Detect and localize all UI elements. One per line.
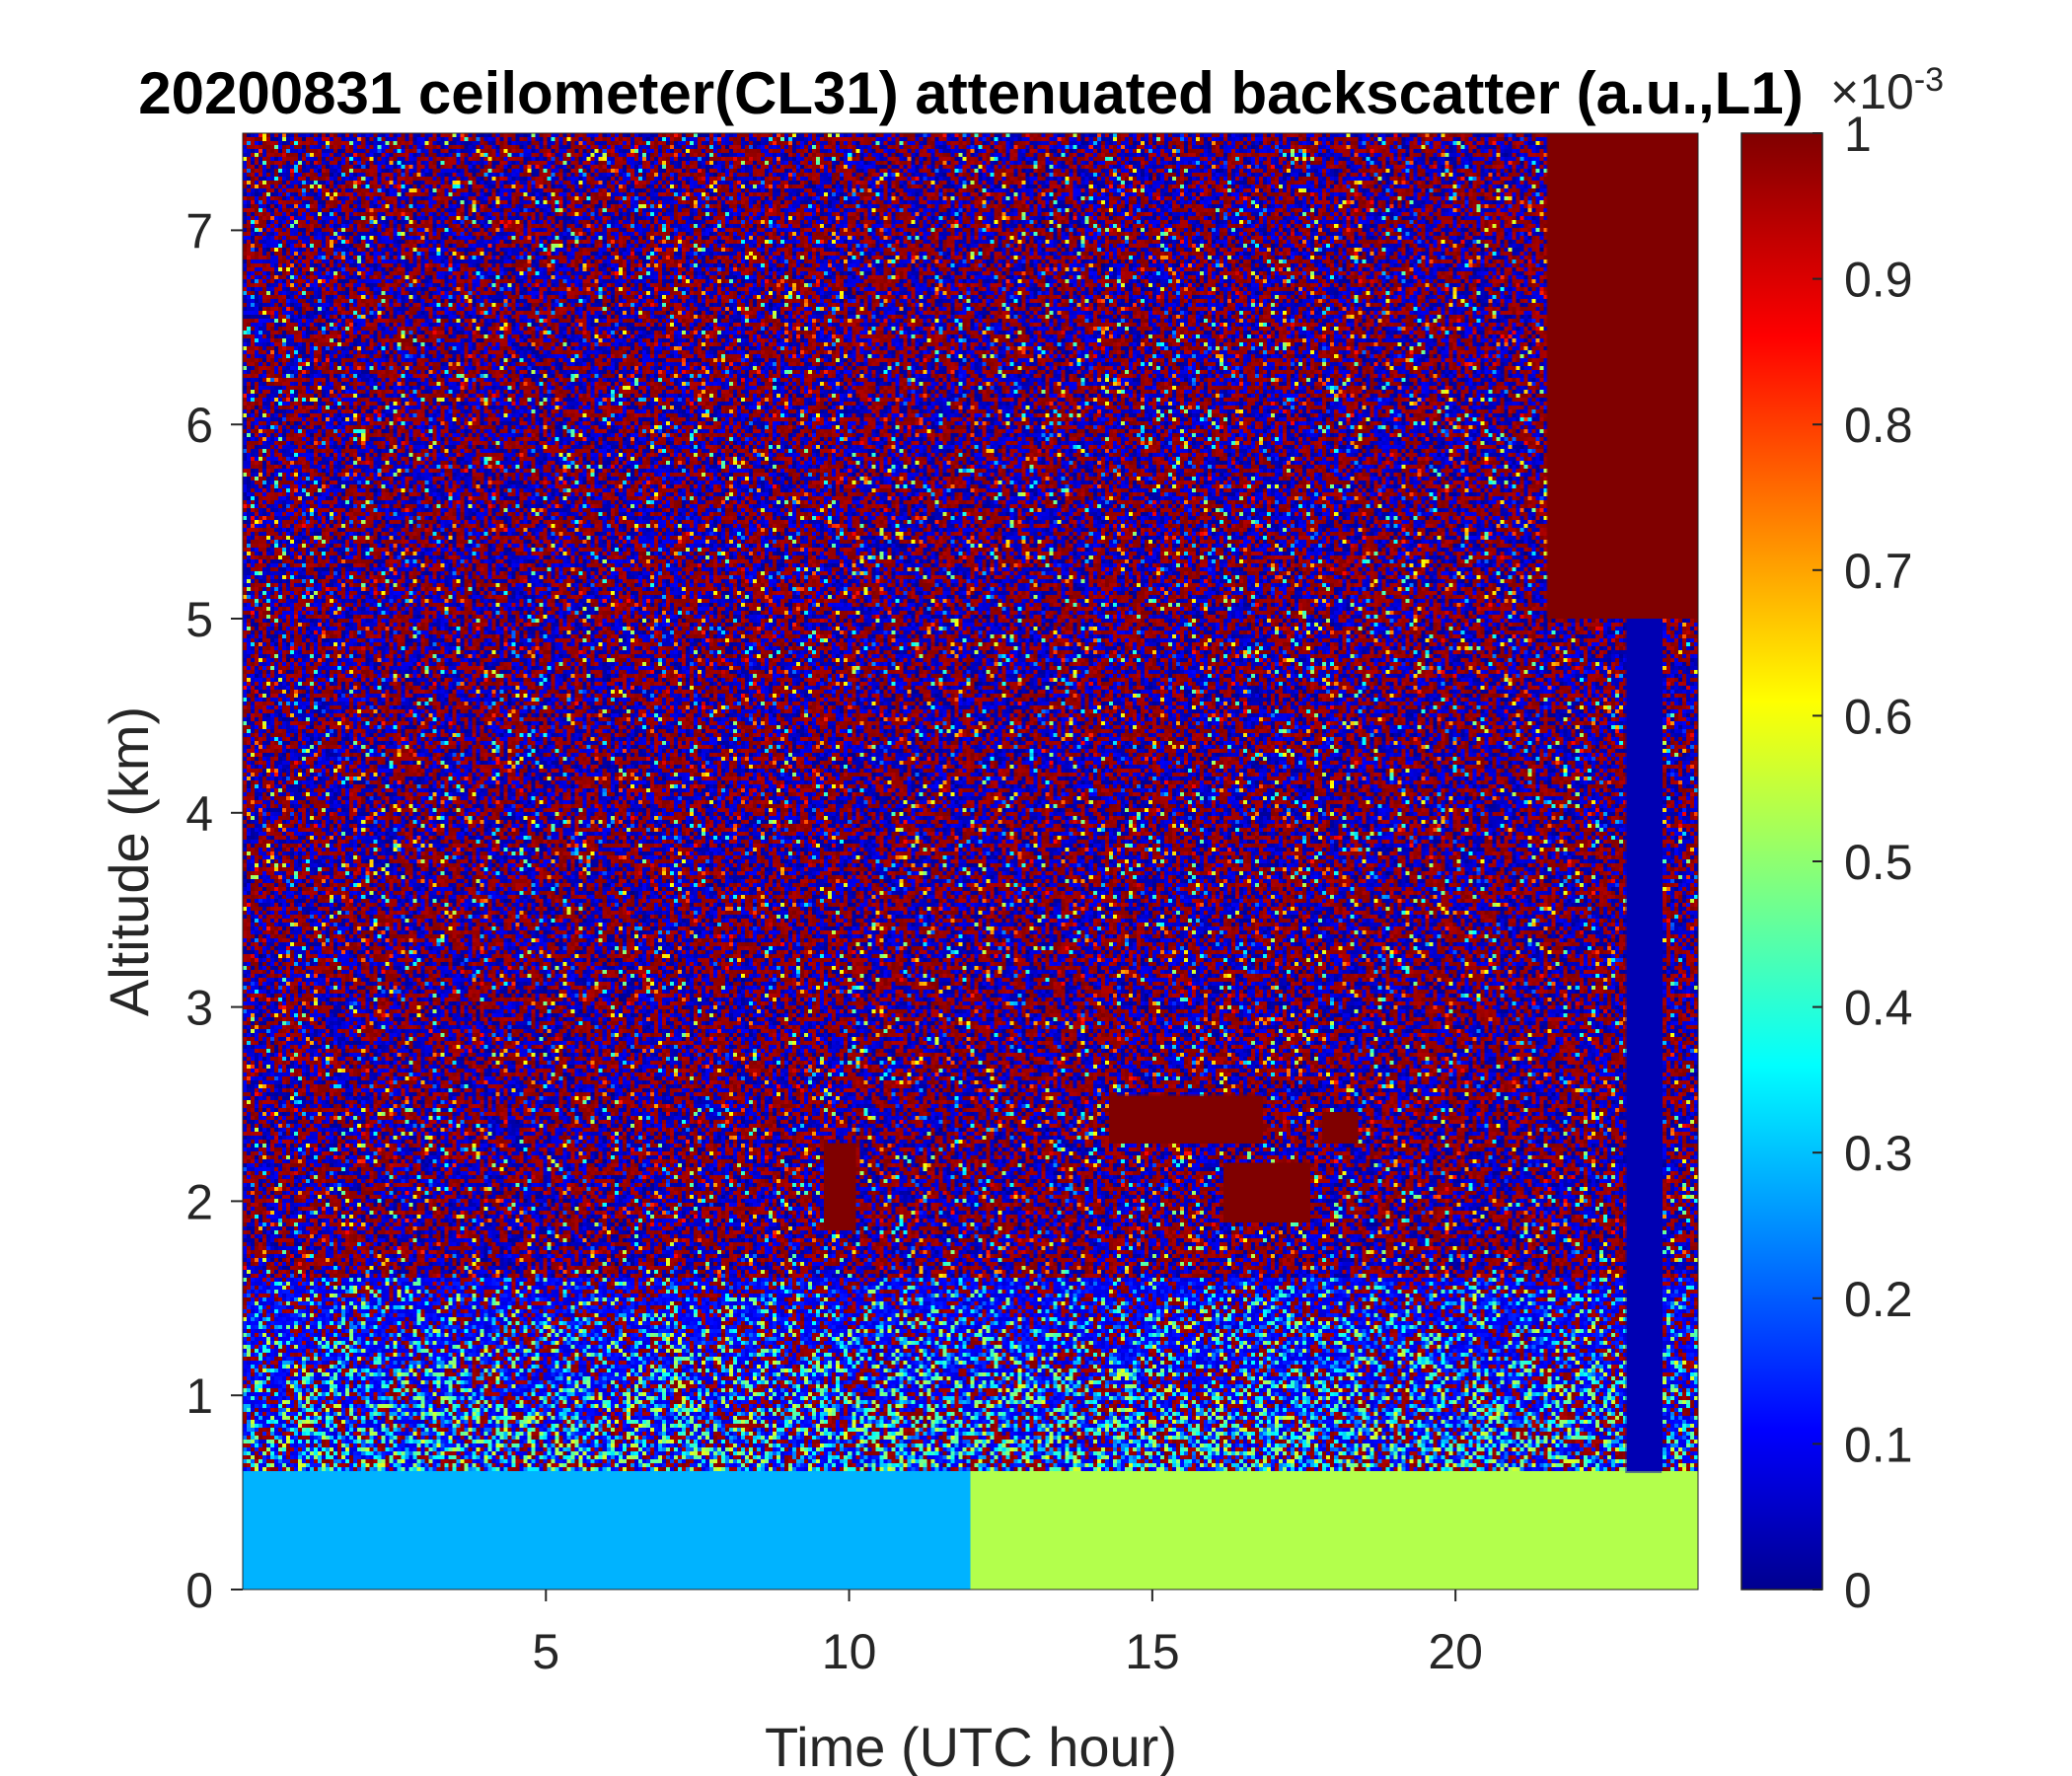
colorbar-exponent: ×10-3 — [1830, 61, 1944, 119]
heatmap-raster — [243, 133, 1698, 1590]
y-tick-label: 3 — [185, 981, 213, 1036]
colorbar-tick-label: 0.7 — [1844, 544, 1913, 599]
heatmap-feature — [1625, 619, 1663, 1473]
x-tick-label: 20 — [1428, 1624, 1483, 1679]
heatmap-feature — [1321, 1113, 1359, 1144]
y-axis-label: Altitude (km) — [98, 706, 160, 1016]
y-tick-label: 6 — [185, 398, 213, 453]
heatmap-feature — [1224, 1162, 1310, 1221]
colorbar-tick-label: 0.5 — [1844, 835, 1913, 890]
colorbar-tick-label: 0.4 — [1844, 981, 1913, 1036]
y-tick-label: 4 — [185, 786, 213, 842]
heatmap-features — [243, 133, 1698, 1590]
y-tick-label: 5 — [185, 592, 213, 647]
heatmap-feature — [970, 1472, 1698, 1590]
y-axis: 0 1 2 3 4 5 6 7 — [185, 203, 243, 1618]
y-tick-label: 7 — [185, 203, 213, 259]
colorbar-tick-label: 0.8 — [1844, 398, 1913, 453]
x-tick-label: 5 — [532, 1624, 559, 1679]
colorbar-tick-label: 1 — [1844, 107, 1872, 162]
colorbar-tick-label: 0.9 — [1844, 253, 1913, 308]
x-tick-label: 10 — [822, 1624, 877, 1679]
x-axis-label: Time (UTC hour) — [765, 1716, 1177, 1776]
colorbar-tick-label: 0.1 — [1844, 1417, 1913, 1472]
colorbar-tick-label: 0 — [1844, 1563, 1872, 1618]
colorbar — [1740, 132, 1823, 1591]
colorbar-tick-label: 0.2 — [1844, 1272, 1913, 1327]
x-tick-label: 15 — [1125, 1624, 1180, 1679]
colorbar-tick-label: 0.6 — [1844, 689, 1913, 744]
y-tick-label: 2 — [185, 1174, 213, 1229]
plot-frame — [242, 132, 1699, 1591]
heatmap-feature — [825, 1143, 855, 1230]
heatmap-feature — [1546, 133, 1698, 619]
colorbar-tick-label: 0.3 — [1844, 1126, 1913, 1181]
heatmap-feature — [243, 1472, 971, 1590]
heatmap-feature — [1109, 1094, 1262, 1144]
heatmap-image — [243, 133, 1698, 1590]
y-tick-label: 0 — [185, 1563, 213, 1618]
x-axis: 5 10 15 20 — [532, 1590, 1483, 1679]
colorbar-ticks: 0 0.1 0.2 0.3 0.4 0.5 0.6 0.7 0.8 0.9 1 — [1813, 107, 1913, 1618]
chart-title: 20200831 ceilometer(CL31) attenuated bac… — [138, 60, 1803, 126]
y-tick-label: 1 — [185, 1369, 213, 1424]
